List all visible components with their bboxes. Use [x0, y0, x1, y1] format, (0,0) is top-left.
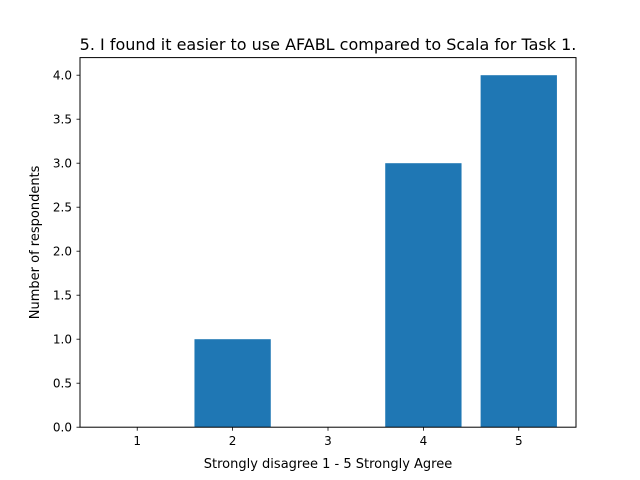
x-tick-label-5: 5	[515, 434, 523, 448]
x-axis-label: Strongly disagree 1 - 5 Strongly Agree	[204, 457, 452, 472]
y-tick-label-4.0: 4.0	[53, 69, 72, 83]
bar-5	[480, 75, 557, 428]
x-tick-label-1: 1	[133, 434, 141, 448]
y-tick-label-1.0: 1.0	[53, 333, 72, 347]
y-axis-ticks: 0.0 0.5 1.0 1.5 2.0 2.5 3.0 3.5 4.0	[53, 69, 80, 435]
y-tick-label-3.0: 3.0	[53, 157, 72, 171]
chart-title: 5. I found it easier to use AFABL compar…	[80, 35, 577, 54]
y-tick-label-1.5: 1.5	[53, 289, 72, 303]
y-tick-label-2.5: 2.5	[53, 201, 72, 215]
y-tick-label-0.0: 0.0	[53, 421, 72, 435]
plot-frame	[79, 57, 577, 428]
x-tick-label-2: 2	[229, 434, 237, 448]
bars-group	[194, 75, 557, 428]
y-axis-label: Number of respondents	[28, 165, 43, 319]
x-tick-label-3: 3	[324, 434, 332, 448]
bar-2	[194, 339, 271, 428]
y-tick-label-0.5: 0.5	[53, 377, 72, 391]
x-tick-label-4: 4	[420, 434, 428, 448]
x-axis-ticks: 1 2 3 4 5	[133, 427, 523, 448]
y-tick-label-2.0: 2.0	[53, 245, 72, 259]
bar-4	[385, 163, 462, 428]
y-tick-label-3.5: 3.5	[53, 113, 72, 127]
